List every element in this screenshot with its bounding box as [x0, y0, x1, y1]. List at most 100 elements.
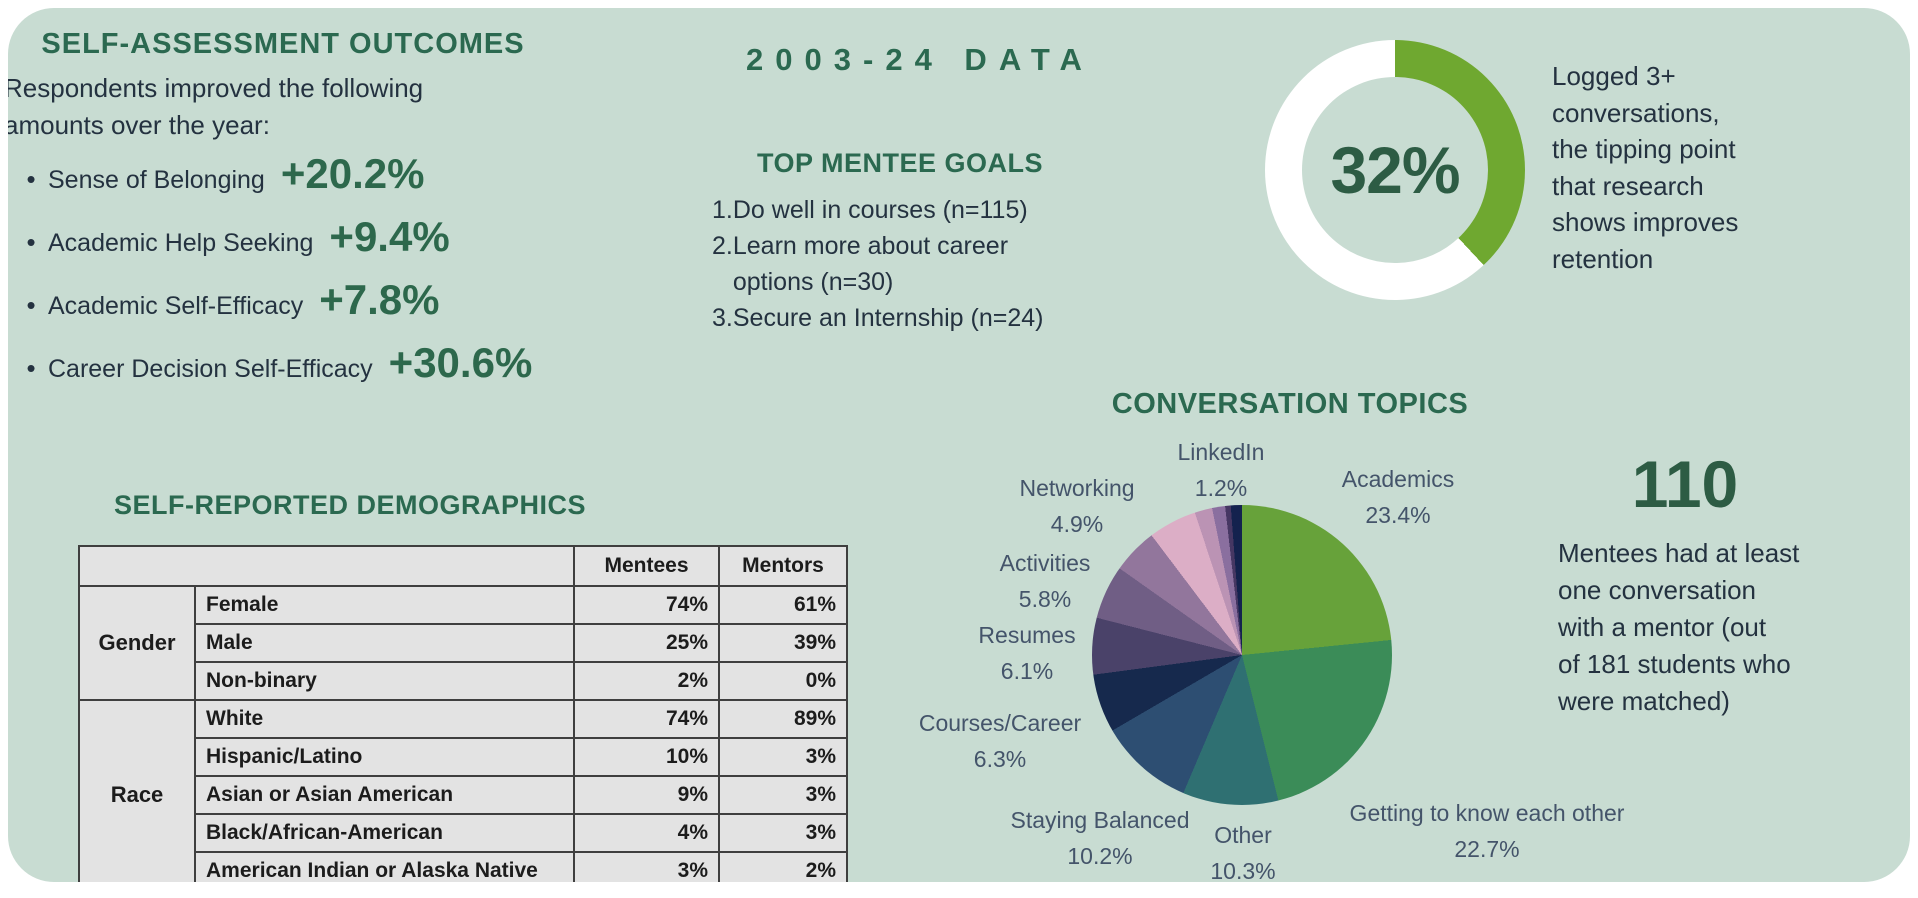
bullet-icon: •: [26, 227, 36, 257]
table-row: Race White 74% 89%: [78, 699, 848, 882]
pie-chart: [1092, 505, 1392, 805]
mentee-goals-title: TOP MENTEE GOALS: [756, 148, 1044, 178]
pie-slice-name: Academics: [1341, 466, 1455, 492]
self-assessment-title: SELF-ASSESSMENT OUTCOMES: [41, 28, 525, 60]
goal-text: Secure an Internship (n=24): [732, 304, 1044, 332]
outcome-label: Academic Self-Efficacy: [48, 292, 304, 320]
bullet-icon: •: [26, 290, 36, 320]
mentee-count-stat: 110: [1631, 447, 1739, 521]
pie-slice-label: Courses/Career 6.3%: [919, 705, 1081, 777]
value-cell: 3%: [573, 851, 720, 882]
goal-number: 1.: [712, 196, 733, 224]
goal-number: 2.: [712, 232, 733, 260]
category-cell: Hispanic/Latino: [194, 737, 575, 777]
mentee-count-caption: Mentees had at least one conversation wi…: [1558, 538, 1800, 716]
pie-slice-value: 10.2%: [1067, 843, 1133, 869]
pie-slice-value: 22.7%: [1454, 836, 1520, 862]
column-header-mentors: Mentors: [718, 545, 848, 587]
goal-item: 1. Do well in courses (n=115): [712, 192, 1112, 228]
demographics-table: Mentees Mentors Gender Female 74% 61% Male 25…: [78, 545, 848, 882]
table-header-blank: [78, 545, 575, 587]
category-cell: Asian or Asian American: [194, 775, 575, 815]
pie-slice-label: Getting to know each other 22.7%: [1350, 795, 1625, 867]
table-row: Black/African-American 4% 3%: [79, 813, 848, 853]
bullet-icon: •: [26, 353, 36, 383]
pie-slice-name: Resumes: [978, 622, 1076, 648]
mentee-goals-list: 1. Do well in courses (n=115) 2. Learn more…: [712, 192, 1112, 336]
goal-item: 2. Learn more about career options (n=30): [712, 228, 1112, 300]
value-cell: 4%: [573, 813, 720, 853]
table-row: Hispanic/Latino 10% 3%: [79, 737, 848, 777]
outcome-label: Career Decision Self-Efficacy: [48, 355, 373, 383]
pie-slice-value: 10.3%: [1210, 858, 1276, 882]
category-cell: Male: [194, 623, 575, 663]
value-cell: 2%: [718, 851, 848, 882]
goal-number: 3.: [712, 304, 733, 332]
goal-item: 3. Secure an Internship (n=24): [712, 300, 1112, 336]
table-row: Non-binary 2% 0%: [79, 661, 848, 701]
demographics-title: SELF-REPORTED DEMOGRAPHICS: [113, 490, 587, 520]
pie-slice-label: Staying Balanced 10.2%: [1010, 802, 1189, 874]
conversation-topics-title: CONVERSATION TOPICS: [1111, 388, 1469, 420]
value-cell: 74%: [573, 699, 720, 739]
value-cell: 3%: [718, 775, 848, 815]
pie-slice-name: Courses/Career: [918, 710, 1082, 736]
value-cell: 9%: [573, 775, 720, 815]
category-cell: Non-binary: [194, 661, 575, 701]
category-cell: Female: [194, 585, 575, 625]
outcome-item: • Sense of Belonging +20.2%: [14, 148, 634, 200]
value-cell: 25%: [573, 623, 720, 663]
value-cell: 74%: [573, 585, 720, 625]
outcome-value: +9.4%: [329, 213, 450, 260]
group-label: Gender: [78, 585, 196, 701]
category-cell: American Indian or Alaska Native: [194, 851, 575, 882]
pie-slice-name: Staying Balanced: [1010, 807, 1190, 833]
donut-caption: Logged 3+ conversations, the tipping poi…: [1552, 61, 1739, 274]
pie-slice-value: 4.9%: [1050, 511, 1104, 537]
outcome-item: • Academic Self-Efficacy +7.8%: [14, 274, 634, 326]
pie-slice-value: 5.8%: [1018, 586, 1072, 612]
pie-slice-label: Academics 23.4%: [1342, 461, 1454, 533]
value-cell: 3%: [718, 813, 848, 853]
pie-slice-name: Activities: [999, 550, 1091, 576]
category-cell: Black/African-American: [194, 813, 575, 853]
pie-slice-name: Other: [1214, 822, 1272, 848]
outcome-value: +30.6%: [388, 339, 533, 386]
goal-text: Learn more about career options (n=30): [732, 232, 1009, 296]
donut-hole: 32%: [1302, 77, 1488, 263]
period-title: 2003-24 DATA: [746, 42, 1094, 77]
value-cell: 0%: [718, 661, 848, 701]
pie-slice-name: Getting to know each other: [1349, 800, 1625, 826]
table-header-row: Mentees Mentors: [78, 545, 848, 587]
pie-slice-value: 1.2%: [1194, 475, 1248, 501]
donut-value: 32%: [1330, 133, 1460, 207]
column-header-mentees: Mentees: [573, 545, 720, 587]
outcome-value: +20.2%: [280, 150, 425, 197]
value-cell: 3%: [718, 737, 848, 777]
goal-text: Do well in courses (n=115): [732, 196, 1028, 224]
value-cell: 39%: [718, 623, 848, 663]
table-row: Asian or Asian American 9% 3%: [79, 775, 848, 815]
pie-slice-label: Activities 5.8%: [1000, 545, 1091, 617]
pie-slice-value: 23.4%: [1365, 502, 1431, 528]
group-label: Race: [78, 699, 196, 882]
outcome-item: • Career Decision Self-Efficacy +30.6%: [14, 337, 634, 389]
pie-slice-name: LinkedIn: [1177, 439, 1265, 465]
table-body: Gender Female 74% 61% Male 25% 39% Non-binary 2%…: [78, 585, 848, 882]
pie-slice-label: LinkedIn 1.2%: [1178, 434, 1265, 506]
pie-slice-value: 6.3%: [973, 746, 1027, 772]
table-row: Gender Female 74% 61%: [78, 585, 848, 701]
table-row: American Indian or Alaska Native 3% 2%: [79, 851, 848, 882]
outcome-value: +7.8%: [319, 276, 440, 323]
outcomes-list: • Sense of Belonging +20.2% • Academic Help …: [14, 148, 634, 400]
value-cell: 89%: [718, 699, 848, 739]
infographic-card: SELF-ASSESSMENT OUTCOMES Respondents imp…: [8, 8, 1910, 882]
table-row: Male 25% 39%: [79, 623, 848, 663]
pie-slice-name: Networking: [1019, 475, 1135, 501]
outcome-label: Academic Help Seeking: [48, 229, 314, 257]
value-cell: 2%: [573, 661, 720, 701]
self-assessment-intro: Respondents improved the following amoun…: [8, 73, 424, 140]
pie-slice-label: Networking 4.9%: [1019, 470, 1134, 542]
value-cell: 61%: [718, 585, 848, 625]
donut-chart: 32%: [1265, 40, 1525, 300]
